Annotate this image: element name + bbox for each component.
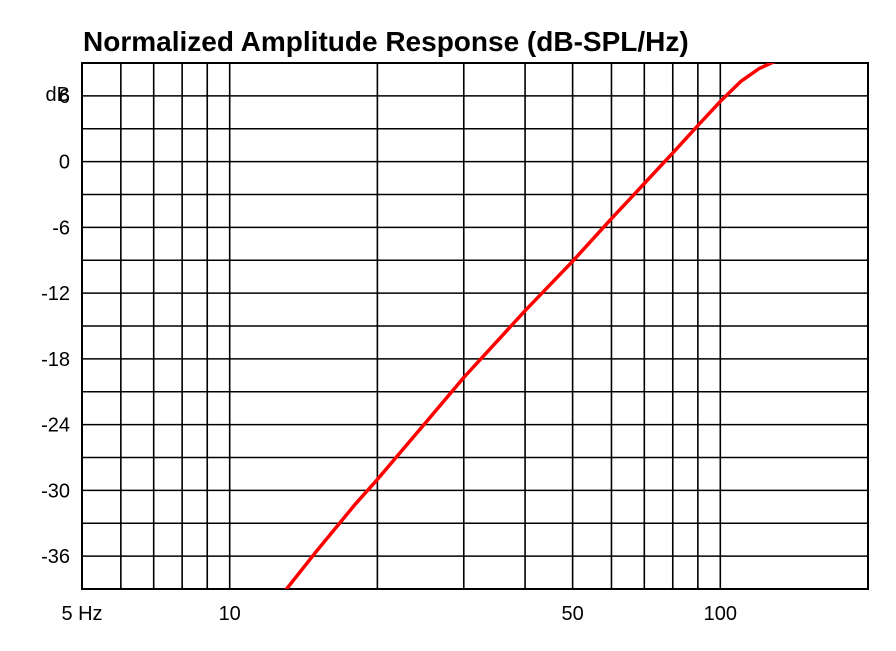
y-tick-label: 6 <box>59 86 70 108</box>
series-layer <box>284 63 776 589</box>
x-tick-labels: 5 Hz 10 50 100 <box>61 603 737 625</box>
response-curve-line <box>284 63 776 589</box>
chart-title: Normalized Amplitude Response (dB-SPL/Hz… <box>83 26 689 57</box>
x-tick-label: 5 Hz <box>61 603 102 625</box>
y-tick-label: -30 <box>41 480 70 502</box>
y-unit-label: dB <box>46 84 70 106</box>
x-tick-label: 10 <box>219 603 241 625</box>
y-tick-label: -12 <box>41 283 70 305</box>
y-tick-labels: dB 6 0 -6 -12 -18 -24 -30 -36 <box>41 84 70 568</box>
y-tick-label: 0 <box>59 152 70 174</box>
y-gridlines <box>82 62 868 590</box>
plot-frame <box>81 62 869 590</box>
y-tick-label: -36 <box>41 546 70 568</box>
x-tick-label: 100 <box>704 603 737 625</box>
y-tick-label: -24 <box>41 415 70 437</box>
y-tick-label: -6 <box>52 217 70 239</box>
y-tick-label: -18 <box>41 349 70 371</box>
x-tick-label: 50 <box>561 603 583 625</box>
